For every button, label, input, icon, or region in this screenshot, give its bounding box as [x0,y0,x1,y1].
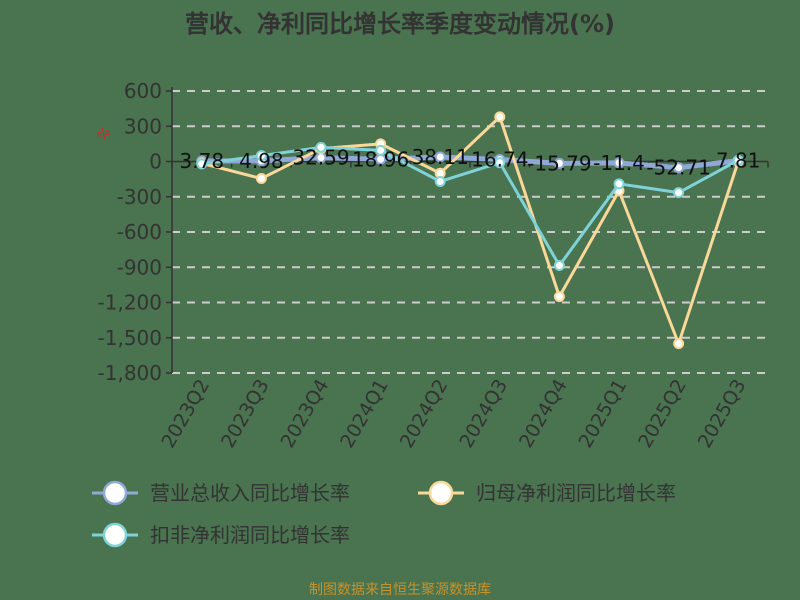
x-tick-label: 2024Q1 [336,376,393,452]
data-point[interactable] [494,157,506,169]
series-line-1 [201,115,740,346]
legend-label: 营业总收入同比增长率 [150,481,350,505]
data-point[interactable] [255,150,267,162]
x-tick-label: 2025Q1 [575,376,632,452]
data-labels: 3.78 4.98 32.59 18.96 38.11 16.74-15.79 -11.4-… [180,145,761,180]
data-label: -52.71 [646,156,710,180]
legend-marker-icon [102,522,128,548]
data-point[interactable] [553,291,565,303]
x-tick-label: 2023Q4 [277,376,334,452]
data-point[interactable] [315,141,327,153]
x-tick-label: 2023Q2 [157,376,214,452]
data-point[interactable] [673,187,685,199]
x-tick-label: 2024Q3 [455,376,512,452]
data-point[interactable] [553,259,565,271]
grid-lines [172,90,768,374]
data-label: -15.79 [527,151,591,175]
data-point[interactable] [196,158,208,170]
data-point[interactable] [255,173,267,185]
x-tick-label: 2025Q2 [634,376,691,452]
y-tick-label: 300 [124,114,162,138]
source-note: 制图数据来自恒生聚源数据库 [309,582,491,598]
data-label: 18.96 [352,147,409,171]
legend-marker-icon [102,480,128,506]
data-label: 4.98 [239,149,284,173]
series-lines [196,111,744,350]
series-line-0 [201,154,739,171]
x-tick-label: 2024Q2 [396,376,453,452]
y-tick-label: -300 [117,185,162,209]
data-point[interactable] [673,338,685,350]
y-unit-label: % [95,125,114,144]
data-point[interactable] [494,111,506,123]
y-tick-label: -900 [117,255,162,279]
chart-title: 营收、净利同比增长率季度变动情况(%) [185,10,615,38]
data-label: 7.81 [716,149,761,173]
data-point[interactable] [732,154,744,166]
y-tick-label: -600 [117,220,162,244]
y-axis: 600 300 0 -300 -600 -900 -1,200 -1,500 -1,800 [98,79,173,385]
y-tick-label: -1,500 [98,326,162,350]
data-point[interactable] [434,175,446,187]
y-tick-label: 0 [149,150,162,174]
data-point[interactable] [613,157,625,169]
y-tick-label: 600 [124,79,162,103]
series-line-2 [201,145,739,267]
legend-item-0[interactable]: 营业总收入同比增长率 [92,480,350,506]
data-label: 38.11 [412,145,469,169]
data-point[interactable] [434,151,446,163]
y-tick-label: -1,200 [98,291,162,315]
data-label: 16.74 [471,148,528,172]
data-point[interactable] [673,162,685,174]
data-point[interactable] [613,178,625,190]
legend-item-2[interactable]: 扣非净利润同比增长率 [92,522,350,548]
data-point[interactable] [375,144,387,156]
data-label: 32.59 [292,146,349,170]
x-tick-label: 2025Q3 [694,376,751,452]
data-label: -11.4 [593,151,645,175]
legend-marker-icon [428,480,454,506]
y-tick-label: -1,800 [98,361,162,385]
data-point[interactable] [553,157,565,169]
data-label: 3.78 [180,149,225,173]
legend-label: 归母净利润同比增长率 [476,481,676,505]
x-axis: 2023Q2 2023Q3 2023Q4 2024Q1 2024Q2 2024Q3 2024… [157,160,769,452]
legend-label: 扣非净利润同比增长率 [150,523,350,547]
x-tick-label: 2023Q3 [217,376,274,452]
legend-item-1[interactable]: 归母净利润同比增长率 [418,480,676,506]
x-tick-label: 2024Q4 [515,376,572,452]
